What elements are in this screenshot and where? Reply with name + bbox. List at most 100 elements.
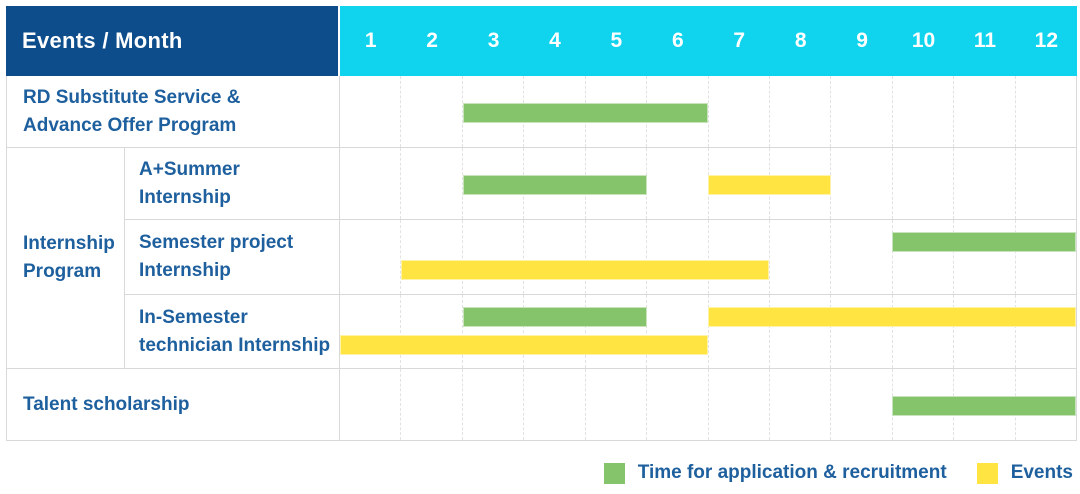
month-header-1: 1 <box>364 29 377 52</box>
month-header-2: 2 <box>426 29 438 52</box>
legend-label-events: Events <box>1010 462 1073 483</box>
row-label-line: technician Internship <box>139 334 331 356</box>
month-gridline-column <box>954 76 1016 147</box>
month-gridline-column <box>831 220 893 294</box>
month-gridline-column <box>770 148 832 219</box>
events-month-header: Events / Month <box>6 6 340 76</box>
table-row: A+Summer Internship <box>125 148 1076 220</box>
month-gridline-column <box>524 295 586 368</box>
gantt-bar-recruitment <box>462 174 647 195</box>
gantt-table: Events / Month 1 2 3 4 5 6 7 8 9 10 11 1… <box>6 6 1077 441</box>
month-gridline-column <box>647 220 709 294</box>
month-gridline-column <box>954 220 1016 294</box>
group-label-internship-program: Internship Program <box>7 148 125 368</box>
month-gridline-column <box>463 369 525 440</box>
month-gridline-column <box>831 369 893 440</box>
row-label-line: RD Substitute Service & <box>23 86 241 108</box>
month-gridline-column <box>709 295 770 368</box>
month-gridline-column <box>586 220 648 294</box>
month-gridline-column <box>1016 295 1076 368</box>
month-gridline-column <box>647 295 709 368</box>
month-gridline-column <box>770 76 832 147</box>
month-header-10: 10 <box>911 29 936 52</box>
month-header-9: 9 <box>856 29 868 52</box>
internship-program-group: Internship Program A+Summer Internship S… <box>7 148 1076 369</box>
table-row: In-Semester technician Internship <box>125 295 1076 368</box>
gantt-bar-events <box>340 335 708 355</box>
month-gridline-column <box>893 148 955 219</box>
table-row: Talent scholarship <box>7 369 1076 441</box>
row-label-line: Advance Offer Program <box>23 114 237 136</box>
gantt-bar-recruitment <box>892 232 1076 252</box>
month-gridline-column <box>709 220 770 294</box>
month-gridline-column <box>401 369 463 440</box>
group-label-line: Program <box>23 261 102 282</box>
row-label-line: In-Semester <box>139 306 248 328</box>
legend-label-recruitment: Time for application & recruitment <box>637 462 947 483</box>
row-label-line: A+Summer <box>139 158 240 180</box>
month-gridline-column <box>340 369 402 440</box>
month-header-3: 3 <box>487 29 500 52</box>
row-label-line: Internship <box>139 186 231 208</box>
month-gridline-column <box>831 148 893 219</box>
legend-swatch-events <box>976 462 998 484</box>
month-gridlines <box>340 220 1076 294</box>
chart-row-in-semester-technician <box>340 295 1076 368</box>
month-gridline-column <box>1016 148 1076 219</box>
month-gridline-column <box>586 295 648 368</box>
gantt-bar-events <box>401 260 770 280</box>
legend-swatch-recruitment <box>603 462 625 484</box>
month-gridline-column <box>893 76 955 147</box>
chart-row-rd-substitute <box>340 76 1076 147</box>
row-label-rd-substitute: RD Substitute Service & Advance Offer Pr… <box>7 76 340 147</box>
month-header-6: 6 <box>671 29 684 52</box>
month-gridline-column <box>954 295 1016 368</box>
month-gridline-column <box>831 295 893 368</box>
row-label-semester-project: Semester project Internship <box>125 220 340 294</box>
month-gridline-column <box>770 369 832 440</box>
month-gridline-column <box>770 295 832 368</box>
row-label-line: Internship <box>139 260 231 281</box>
row-label-a-plus-summer: A+Summer Internship <box>125 148 340 219</box>
month-gridline-column <box>647 76 709 147</box>
months-header: 1 2 3 4 5 6 7 8 9 10 11 12 <box>340 6 1077 76</box>
month-gridline-column <box>463 295 525 368</box>
month-gridline-column <box>709 76 770 147</box>
month-gridline-column <box>340 76 402 147</box>
gantt-bar-recruitment <box>892 395 1076 416</box>
month-gridline-column <box>340 148 402 219</box>
chart-row-a-plus-summer <box>340 148 1076 219</box>
month-header-4: 4 <box>549 29 561 52</box>
internship-subrows: A+Summer Internship Semester project Int… <box>125 148 1076 368</box>
month-gridline-column <box>893 295 955 368</box>
table-row: RD Substitute Service & Advance Offer Pr… <box>7 76 1076 148</box>
gantt-bar-recruitment <box>462 307 647 327</box>
table-row: Semester project Internship <box>125 220 1076 295</box>
table-header-row: Events / Month 1 2 3 4 5 6 7 8 9 10 11 1… <box>6 6 1077 76</box>
month-gridline-column <box>770 220 832 294</box>
month-gridline-column <box>586 369 648 440</box>
month-gridline-column <box>831 76 893 147</box>
group-label-line: Internship <box>23 233 115 254</box>
month-gridline-column <box>463 220 525 294</box>
month-gridline-column <box>647 148 709 219</box>
month-gridline-column <box>1016 76 1076 147</box>
month-gridlines <box>340 76 1076 147</box>
month-gridlines <box>340 295 1076 368</box>
month-gridline-column <box>524 369 586 440</box>
month-gridline-column <box>340 220 402 294</box>
chart-row-semester-project <box>340 220 1076 294</box>
legend: Time for application & recruitment Event… <box>603 462 1073 484</box>
month-gridline-column <box>401 295 463 368</box>
row-label-line: Semester project <box>139 232 294 253</box>
row-label-line: Talent scholarship <box>23 393 190 415</box>
month-header-11: 11 <box>973 29 997 52</box>
month-gridline-column <box>954 148 1016 219</box>
month-header-7: 7 <box>733 29 746 52</box>
month-header-8: 8 <box>794 29 807 52</box>
row-label-talent-scholarship: Talent scholarship <box>7 369 340 440</box>
month-gridline-column <box>709 369 770 440</box>
month-gridline-column <box>401 220 463 294</box>
gantt-bar-recruitment <box>462 102 708 123</box>
row-label-in-semester-technician: In-Semester technician Internship <box>125 295 340 368</box>
